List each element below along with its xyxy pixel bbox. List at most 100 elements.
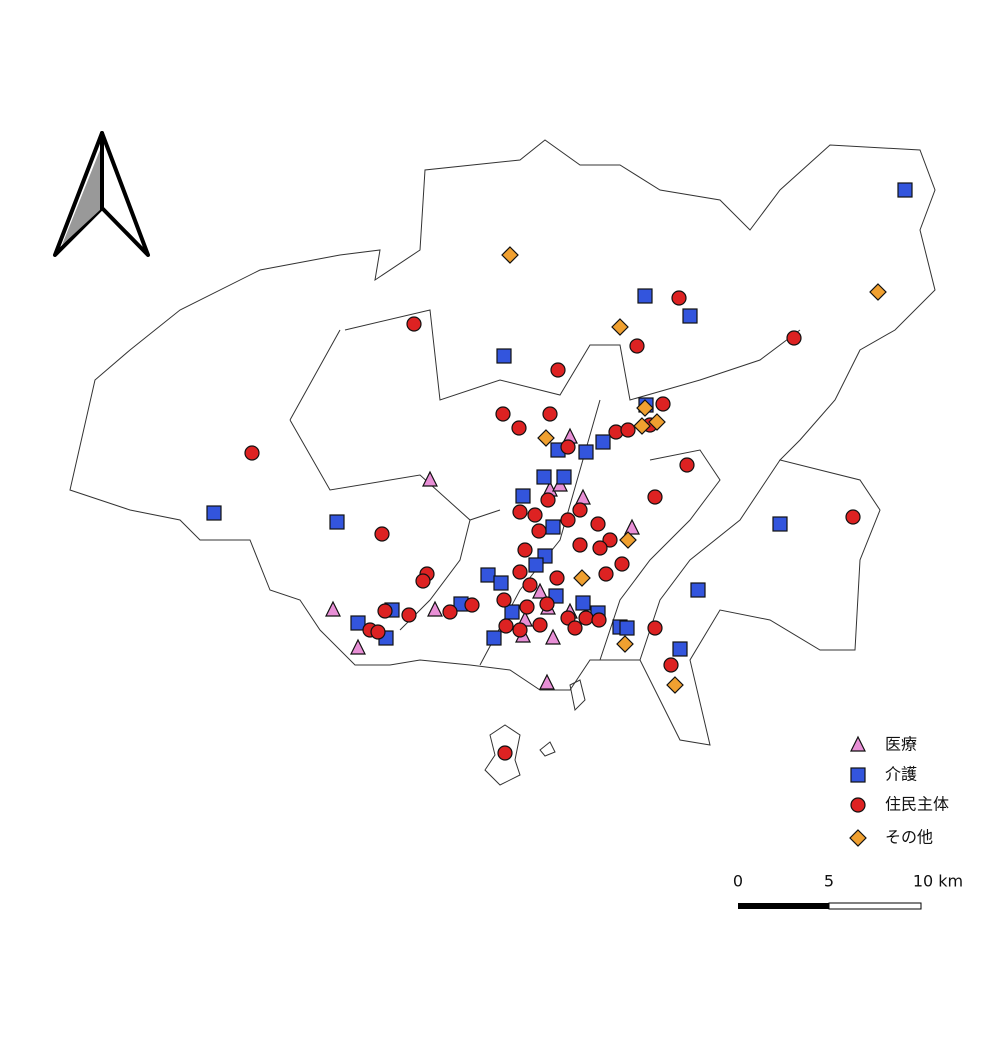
facility-marker	[578, 610, 594, 626]
scale-bar: 0 5 10 km	[733, 872, 963, 910]
facility-marker	[620, 422, 636, 438]
facility-marker	[647, 489, 663, 505]
facility-marker	[545, 628, 561, 645]
legend-marker	[850, 735, 866, 752]
facility-marker	[401, 607, 417, 623]
facility-marker	[556, 469, 572, 485]
facility-marker	[480, 567, 496, 583]
facility-marker	[545, 519, 561, 535]
facility-marker	[427, 600, 443, 617]
facility-marker	[663, 657, 679, 673]
facility-marker	[672, 641, 688, 657]
facility-marker	[550, 362, 566, 378]
facility-marker	[498, 618, 514, 634]
facility-marker	[572, 502, 588, 518]
facility-marker	[528, 557, 544, 573]
facility-marker	[567, 620, 583, 636]
facility-marker	[572, 537, 588, 553]
facility-marker	[560, 439, 576, 455]
region-outline	[69, 139, 936, 786]
facility-marker	[539, 596, 555, 612]
facility-marker	[560, 512, 576, 528]
facility-marker	[531, 523, 547, 539]
facility-marker	[350, 615, 366, 631]
facility-marker	[540, 492, 556, 508]
facility-marker	[512, 504, 528, 520]
facility-marker	[493, 575, 509, 591]
facility-marker	[786, 330, 802, 346]
legend-marker	[850, 767, 866, 783]
facility-marker	[647, 620, 663, 636]
legend-marker	[850, 797, 866, 813]
facility-marker	[497, 745, 513, 761]
legend-label: 介護	[885, 765, 917, 784]
facility-marker	[682, 308, 698, 324]
facility-marker	[512, 564, 528, 580]
facility-marker	[504, 604, 520, 620]
facility-marker	[575, 488, 591, 505]
facility-marker	[374, 526, 390, 542]
facility-marker	[537, 429, 555, 447]
legend-label: 住民主体	[885, 795, 949, 814]
facility-marker	[624, 518, 640, 535]
facility-marker	[495, 406, 511, 422]
facility-marker	[512, 622, 528, 638]
facility-marker	[598, 566, 614, 582]
facility-marker	[602, 532, 618, 548]
facility-marker	[501, 246, 519, 264]
facility-marker	[671, 290, 687, 306]
facility-marker	[633, 417, 651, 435]
facility-marker	[244, 445, 260, 461]
facility-marker	[542, 406, 558, 422]
scale-segment	[738, 903, 829, 909]
facility-marker	[573, 569, 591, 587]
facility-marker	[595, 434, 611, 450]
facility-marker	[845, 509, 861, 525]
facility-marker	[648, 413, 666, 431]
facility-marker	[329, 514, 345, 530]
facility-marker	[636, 399, 654, 417]
facility-marker	[629, 338, 645, 354]
facility-marker	[575, 595, 591, 611]
facility-marker	[592, 540, 608, 556]
facility-marker	[619, 531, 637, 549]
legend-marker	[849, 829, 867, 847]
facility-marker	[415, 573, 431, 589]
facility-marker	[637, 288, 653, 304]
facility-marker	[690, 582, 706, 598]
facility-marker	[532, 582, 548, 599]
facility-marker	[486, 630, 502, 646]
facility-marker	[511, 420, 527, 436]
facility-marker	[619, 620, 635, 636]
facility-marker	[549, 570, 565, 586]
facility-marker	[897, 182, 913, 198]
facility-marker	[679, 457, 695, 473]
scale-label: 0	[733, 872, 743, 891]
facility-marker	[515, 488, 531, 504]
facility-marker	[325, 600, 341, 617]
facility-marker	[370, 624, 386, 640]
facility-marker	[406, 316, 422, 332]
facility-marker	[578, 444, 594, 460]
facility-marker	[442, 604, 458, 620]
facility-marker	[464, 597, 480, 613]
facility-marker	[422, 470, 438, 487]
facility-marker	[522, 577, 538, 593]
facility-marker	[532, 617, 548, 633]
facility-marker	[517, 542, 533, 558]
facility-marker	[539, 673, 555, 690]
facility-marker	[616, 635, 634, 653]
facility-marker	[527, 507, 543, 523]
facility-marker	[614, 556, 630, 572]
facility-marker	[496, 348, 512, 364]
facility-marker	[772, 516, 788, 532]
facility-marker	[591, 612, 607, 628]
facility-marker	[666, 676, 684, 694]
facility-marker	[206, 505, 222, 521]
facility-marker	[611, 318, 629, 336]
scale-label: 5	[824, 872, 834, 891]
facility-marker	[377, 603, 393, 619]
legend-label: その他	[885, 828, 933, 847]
